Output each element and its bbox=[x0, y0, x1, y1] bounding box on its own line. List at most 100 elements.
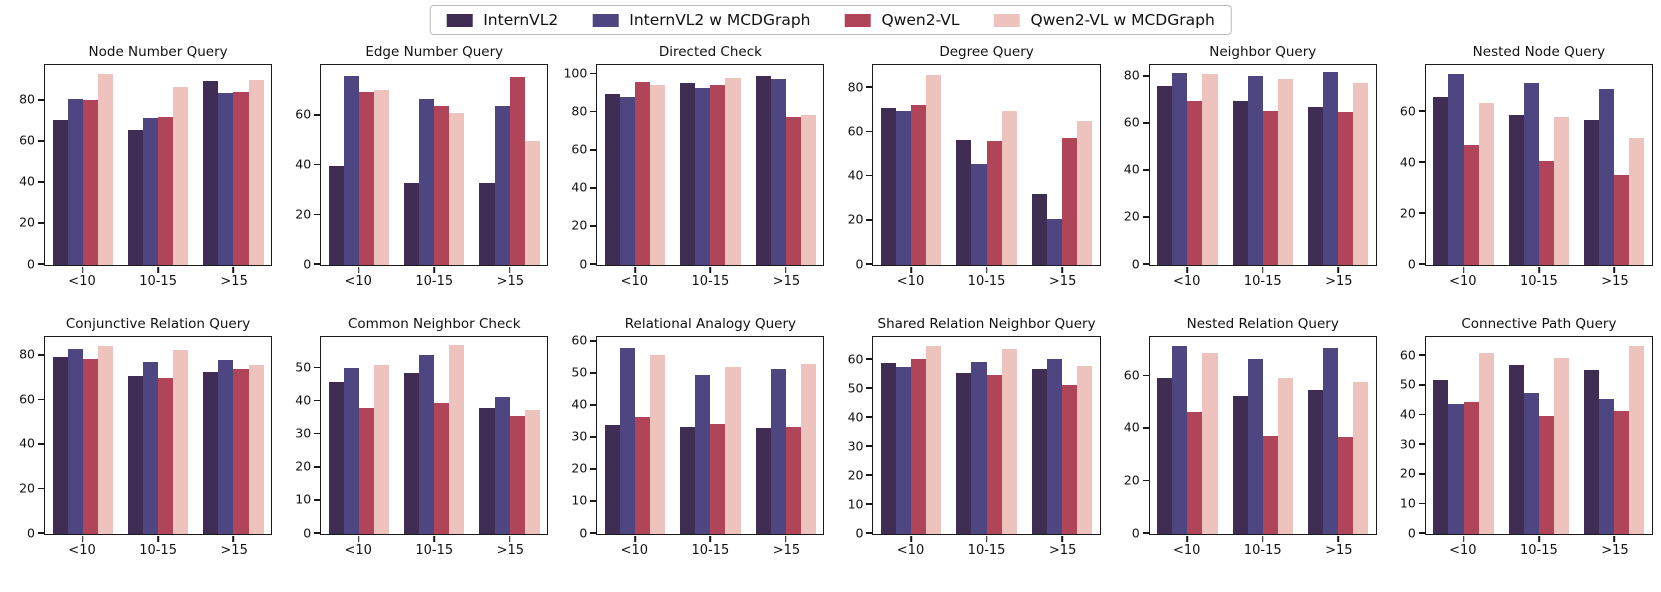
y-tick-label: 0 bbox=[1407, 255, 1416, 271]
bar-qwen2-vl-w-mcdgraph bbox=[725, 367, 741, 534]
bar-internvl2-w-mcdgraph bbox=[1172, 73, 1188, 265]
y-tick-label: 40 bbox=[847, 167, 864, 183]
subplot-nested-relation-query: Nested Relation Query 0 20 40 60 <10 10-15 >15 bbox=[1113, 316, 1377, 559]
bar-qwen2-vl bbox=[82, 359, 98, 534]
y-tick-label: 20 bbox=[1399, 204, 1416, 220]
bar-internvl2 bbox=[1584, 369, 1600, 534]
bar-group bbox=[328, 337, 389, 534]
bar-qwen2-vl-w-mcdgraph bbox=[650, 85, 666, 265]
y-tick-mark bbox=[314, 532, 321, 534]
y-tick-mark bbox=[866, 474, 873, 476]
y-tick-mark bbox=[1418, 472, 1425, 475]
y-tick-mark bbox=[590, 372, 597, 374]
y-tick-mark bbox=[38, 140, 44, 142]
x-tick-mark bbox=[1538, 267, 1540, 273]
bar-internvl2 bbox=[1157, 377, 1173, 534]
x-tick-mark bbox=[634, 536, 636, 542]
bar-internvl2-w-mcdgraph bbox=[1046, 358, 1062, 534]
y-axis: 0 20 40 60 bbox=[1389, 64, 1425, 269]
chart-title: Common Neighbor Check bbox=[347, 316, 521, 332]
y-tick-mark bbox=[590, 187, 597, 189]
y-tick-label: 20 bbox=[1123, 208, 1140, 224]
x-tick-label: >15 bbox=[496, 274, 525, 289]
x-tick-label: 10-15 bbox=[1243, 274, 1282, 289]
bar-internvl2-w-mcdgraph bbox=[1323, 347, 1339, 534]
bar-qwen2-vl-w-mcdgraph bbox=[1553, 117, 1570, 265]
y-tick-label: 20 bbox=[19, 480, 35, 496]
subplot-shared-relation-neighbor-query: Shared Relation Neighbor Query 0 10 20 30 40 5… bbox=[836, 316, 1101, 559]
bar-internvl2-w-mcdgraph bbox=[343, 76, 359, 265]
bar-group bbox=[1508, 337, 1570, 534]
bar-qwen2-vl bbox=[434, 106, 450, 265]
chart-body: 0 20 40 60 80 100 bbox=[560, 64, 825, 273]
bar-qwen2-vl bbox=[986, 141, 1002, 265]
legend-label: Qwen2-VL w MCDGraph bbox=[1030, 11, 1215, 29]
qwen2vl-mcdgraph-swatch-icon bbox=[993, 13, 1020, 27]
y-tick-label: 0 bbox=[1131, 524, 1140, 540]
bar-internvl2-w-mcdgraph bbox=[896, 367, 912, 534]
bar-group bbox=[1307, 337, 1369, 534]
bar-internvl2 bbox=[1584, 119, 1600, 265]
bar-internvl2-w-mcdgraph bbox=[143, 118, 159, 265]
bar-qwen2-vl bbox=[1262, 435, 1278, 534]
subplot-conjunctive-relation-query: Conjunctive Relation Query 0 20 40 60 80 <10 10… bbox=[8, 316, 273, 559]
bar-internvl2-w-mcdgraph bbox=[770, 79, 786, 265]
bar-group bbox=[1031, 65, 1093, 265]
y-tick-mark bbox=[314, 366, 321, 369]
y-tick-label: 50 bbox=[295, 359, 312, 375]
bar-internvl2 bbox=[881, 108, 897, 265]
bar-internvl2 bbox=[1157, 86, 1173, 265]
bar-internvl2 bbox=[1433, 379, 1449, 534]
bar-qwen2-vl bbox=[1061, 384, 1078, 534]
y-tick-label: 60 bbox=[19, 391, 35, 407]
x-axis: <10 10-15 >15 bbox=[596, 535, 824, 559]
y-tick-label: 80 bbox=[19, 346, 35, 362]
bar-qwen2-vl bbox=[1538, 415, 1554, 534]
x-tick-mark bbox=[910, 536, 912, 542]
y-tick-label: 20 bbox=[1123, 472, 1140, 488]
bar-qwen2-vl-w-mcdgraph bbox=[1629, 345, 1645, 534]
bar-internvl2 bbox=[479, 408, 495, 534]
x-tick-mark bbox=[81, 267, 84, 273]
bar-qwen2-vl-w-mcdgraph bbox=[248, 80, 264, 265]
y-tick-label: 40 bbox=[1399, 153, 1416, 169]
bar-qwen2-vl bbox=[1187, 101, 1203, 265]
bar-qwen2-vl bbox=[1463, 145, 1479, 265]
bar-qwen2-vl-w-mcdgraph bbox=[1277, 79, 1293, 265]
y-axis: 0 20 40 60 bbox=[1113, 336, 1149, 538]
y-tick-mark bbox=[1418, 110, 1425, 112]
y-tick-label: 40 bbox=[19, 435, 35, 451]
bar-internvl2-w-mcdgraph bbox=[1523, 393, 1539, 534]
x-tick-label: 10-15 bbox=[967, 274, 1006, 289]
bar-internvl2 bbox=[404, 373, 420, 534]
x-tick-label: <10 bbox=[896, 274, 925, 289]
subplot-nested-node-query: Nested Node Query 0 20 40 60 <10 10-15 >15 bbox=[1389, 44, 1653, 290]
y-tick-mark bbox=[590, 500, 597, 502]
y-tick-mark bbox=[590, 404, 597, 406]
bar-internvl2-w-mcdgraph bbox=[1523, 82, 1539, 265]
chart-title: Neighbor Query bbox=[1209, 44, 1317, 60]
bar-group bbox=[52, 65, 113, 265]
bar-internvl2-w-mcdgraph bbox=[1599, 89, 1615, 265]
y-axis: 0 20 40 60 80 bbox=[8, 64, 44, 269]
bar-internvl2 bbox=[1307, 107, 1324, 265]
x-tick-mark bbox=[709, 267, 712, 273]
y-tick-mark bbox=[1418, 532, 1425, 534]
chart-body: 0 10 20 30 40 50 60 bbox=[560, 334, 825, 542]
y-tick-label: 20 bbox=[1399, 465, 1416, 481]
x-tick-mark bbox=[709, 536, 712, 542]
subplot-degree-query: Degree Query 0 20 40 60 80 <10 10-15 >15 bbox=[836, 44, 1101, 290]
bar-qwen2-vl bbox=[911, 104, 927, 265]
y-tick-mark bbox=[1418, 443, 1425, 445]
y-tick-mark bbox=[866, 503, 873, 505]
x-tick-mark bbox=[508, 536, 511, 542]
legend-item-qwen2vl-mcdgraph: Qwen2-VL w MCDGraph bbox=[993, 11, 1215, 29]
y-tick-label: 30 bbox=[847, 437, 864, 453]
legend: InternVL2 InternVL2 w MCDGraph Qwen2-VL … bbox=[429, 5, 1232, 35]
y-tick-mark bbox=[590, 110, 597, 113]
bar-internvl2 bbox=[604, 93, 620, 265]
legend-item-internvl2-mcdgraph: InternVL2 w MCDGraph bbox=[592, 11, 811, 29]
bar-internvl2 bbox=[1232, 396, 1248, 534]
x-tick-label: <10 bbox=[344, 543, 372, 558]
y-tick-mark bbox=[1142, 374, 1149, 377]
